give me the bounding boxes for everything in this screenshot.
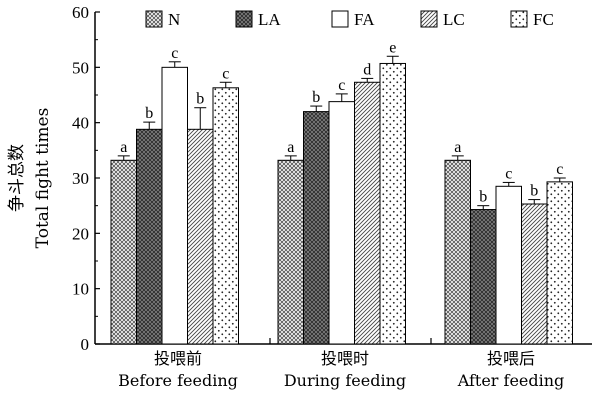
bar-fc [379,62,406,345]
category-label-zh: 投喂后 [487,349,535,368]
significance-letter: a [454,139,461,156]
legend-swatch-n [145,10,163,28]
y-tick-label: 60 [72,3,89,22]
legend-label-fa: FA [354,10,375,29]
bar-lc [521,203,548,345]
legend-label-la: LA [258,10,281,29]
category-label-zh: 投喂前 [154,349,202,368]
category-label-en: During feeding [284,371,406,390]
significance-letter: e [389,39,396,56]
bar-la [136,128,163,345]
significance-letter: c [505,165,512,182]
bar-n [444,159,471,345]
significance-letter: d [363,61,371,78]
significance-letter: b [479,189,487,206]
significance-letter: c [556,161,563,178]
significance-letter: b [145,105,153,122]
significance-letter: a [287,139,294,156]
significance-letter: c [171,45,178,62]
legend-label-n: N [168,10,180,29]
bar-n [110,159,137,345]
y-axis-label: Total fight times [33,108,53,249]
legend-swatch-lc [420,10,438,28]
bar-la [303,111,330,345]
y-tick-label: 40 [72,114,89,133]
bar-lc [354,81,381,345]
legend: N LA FA LC FC [145,10,554,29]
significance-letter: a [120,139,127,156]
category-label-en: After feeding [457,371,565,390]
legend-swatch-fc [510,10,528,28]
category-label-zh: 投喂时 [321,349,369,368]
bar-fa [161,66,188,345]
y-tick-label: 0 [81,335,90,354]
y-tick-label: 10 [72,280,89,299]
y-tick-label: 50 [72,58,89,77]
bar-la [470,209,497,345]
legend-label-lc: LC [443,10,465,29]
significance-letter: c [338,77,345,94]
bar-n [277,159,304,345]
y-tick-label: 30 [72,169,89,188]
category-label-en: Before feeding [118,371,238,390]
legend-swatch-la [235,10,253,28]
significance-letter: b [196,91,204,108]
significance-letter: b [530,183,538,200]
legend-label-fc: FC [533,10,554,29]
significance-letter: c [222,65,229,82]
bar-lc [187,128,214,345]
bar-fa [328,101,355,345]
bar-fc [212,87,239,345]
legend-swatch-fa [331,10,349,28]
y-axis-label-zh: 争斗总数 [7,144,27,212]
category-labels: 投喂前 Before feeding 投喂时 During feeding 投喂后 Aft… [118,349,564,390]
significance-letter: b [312,89,320,106]
bar-fa [495,185,522,345]
bars: a b c b c a b c d e a b c b c [110,39,573,345]
y-tick-label: 20 [72,224,89,243]
bar-fc [546,181,573,345]
